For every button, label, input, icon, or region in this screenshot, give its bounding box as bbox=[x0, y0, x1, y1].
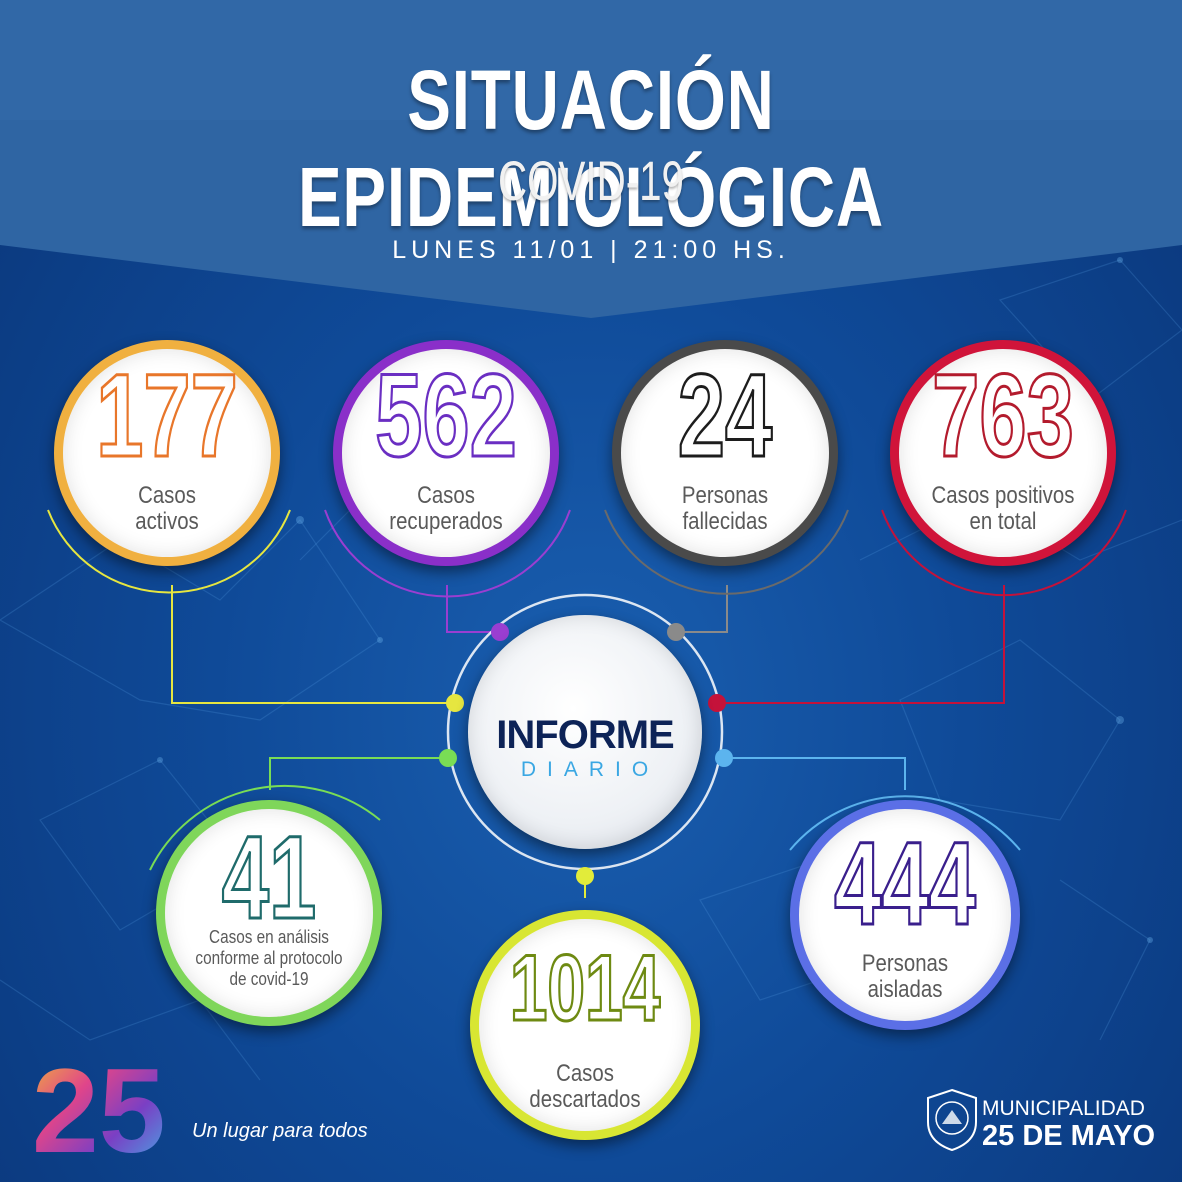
stat-label-line: Casos positivos bbox=[931, 482, 1075, 509]
stat-label-line: Personas bbox=[681, 482, 769, 509]
center-badge: INFORME DIARIO bbox=[468, 615, 702, 849]
connector-dot-lightyellow bbox=[576, 867, 594, 885]
stat-label-line: Personas bbox=[861, 950, 949, 977]
stat-label-line: aisladas bbox=[867, 976, 943, 1003]
stat-label: Personas aisladas bbox=[815, 951, 995, 1003]
stat-label-line: Casos bbox=[138, 482, 196, 509]
stat-label: Casos descartados bbox=[495, 1061, 675, 1113]
connector-dot-gray bbox=[667, 623, 685, 641]
stat-value: 763 bbox=[931, 350, 1075, 482]
stat-value: 177 bbox=[95, 350, 239, 482]
stat-value: 1014 bbox=[509, 935, 662, 1040]
stat-label-line: de covid-19 bbox=[229, 969, 309, 989]
logo-25-icon: 25 bbox=[32, 1044, 165, 1170]
stat-casos-en-analisis: 41 Casos en análisis conforme al protocolo… bbox=[156, 800, 382, 1026]
stat-label-line: Casos bbox=[417, 482, 475, 509]
municipality-line2: 25 DE MAYO bbox=[982, 1120, 1155, 1152]
municipality-line1: MUNICIPALIDAD bbox=[982, 1097, 1145, 1120]
tagline: Un lugar para todos bbox=[192, 1120, 368, 1142]
stat-label-line: conforme al protocolo bbox=[195, 948, 343, 968]
stat-label-line: en total bbox=[969, 508, 1037, 535]
stat-label: Casos en análisis conforme al protocolo de… bbox=[181, 927, 358, 990]
connector-dot-lightblue bbox=[715, 749, 733, 767]
stat-label-line: recuperados bbox=[389, 508, 503, 535]
municipality-seal-icon bbox=[927, 1088, 977, 1152]
report-date: LUNES 11/01 | 21:00 HS. bbox=[392, 236, 790, 264]
stat-personas-aisladas: 444 Personas aisladas bbox=[790, 800, 1020, 1030]
center-subtitle: DIARIO bbox=[520, 758, 660, 781]
connector-dot-yellow bbox=[446, 694, 464, 712]
stat-casos-activos: 177 Casos activos bbox=[54, 340, 280, 566]
stat-value: 562 bbox=[374, 350, 518, 482]
connector-dot-green bbox=[439, 749, 457, 767]
stat-label-line: descartados bbox=[529, 1086, 641, 1113]
stat-label-line: Casos en análisis bbox=[209, 927, 329, 947]
stat-casos-positivos: 763 Casos positivos en total bbox=[890, 340, 1116, 566]
header-banner bbox=[0, 0, 1182, 318]
stat-label: Casos positivos en total bbox=[915, 483, 1092, 535]
center-title: INFORME bbox=[496, 713, 674, 757]
stat-label: Casos activos bbox=[79, 483, 256, 535]
stat-value: 444 bbox=[833, 818, 977, 950]
stat-personas-fallecidas: 24 Personas fallecidas bbox=[612, 340, 838, 566]
page-title: SITUACIÓN EPIDEMIOLÓGICA bbox=[297, 53, 885, 244]
stat-label-line: fallecidas bbox=[682, 508, 768, 535]
stat-label-line: Casos bbox=[556, 1060, 614, 1087]
connector-dot-purple bbox=[491, 623, 509, 641]
stat-label: Personas fallecidas bbox=[637, 483, 814, 535]
page-subtitle: COVID-19 bbox=[498, 149, 684, 212]
stat-value: 41 bbox=[221, 812, 318, 944]
connector-dot-red bbox=[708, 694, 726, 712]
stat-label-line: activos bbox=[135, 508, 199, 535]
stat-casos-descartados: 1014 Casos descartados bbox=[470, 910, 700, 1140]
stat-casos-recuperados: 562 Casos recuperados bbox=[333, 340, 559, 566]
logo-25-text: 25 bbox=[32, 1044, 165, 1170]
stat-label: Casos recuperados bbox=[358, 483, 535, 535]
stat-value: 24 bbox=[677, 350, 774, 482]
